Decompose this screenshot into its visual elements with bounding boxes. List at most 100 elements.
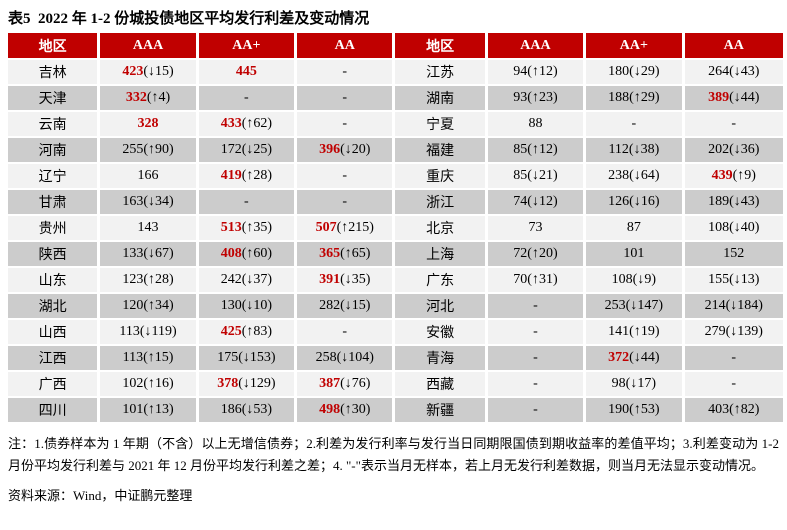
table-row: 贵州 143 513(↑35) 507(↑215) 北京 73 87 108(↓40) [8, 216, 783, 242]
value-change: (↓44) [629, 350, 660, 365]
value-change: (↓25) [241, 142, 273, 157]
value-main: 130 [220, 298, 242, 313]
value-change: (↓53) [241, 402, 273, 417]
value-main: 253 [604, 298, 626, 313]
value-cell: 214(↓184) [684, 294, 783, 320]
value-change: (↓76) [340, 376, 371, 391]
value-cell: 120(↑34) [100, 294, 199, 320]
table-row: 山东 123(↑28) 242(↓37) 391(↓35) 广东 70(↑31) 108(↓… [8, 268, 783, 294]
value-change: (↓147) [625, 298, 663, 313]
value-main: 378 [217, 376, 239, 391]
value-change: (↓153) [238, 350, 276, 365]
region-cell: 吉林 [8, 60, 101, 86]
region-cell: 湖北 [8, 294, 101, 320]
value-change: (↑90) [143, 142, 174, 157]
value-change: (↓44) [729, 90, 760, 105]
value-cell: 126(↓16) [586, 190, 685, 216]
value-cell: 73 [487, 216, 587, 242]
value-change: (↑28) [241, 168, 273, 183]
value-cell: 94(↑12) [487, 60, 587, 86]
value-main: 143 [137, 220, 159, 235]
value-change: (↓10) [241, 298, 273, 313]
value-cell: 141(↑19) [586, 320, 685, 346]
value-main: 175 [217, 350, 239, 365]
value-change: (↑29) [629, 90, 660, 105]
value-main: 141 [608, 324, 630, 339]
value-change: (↓129) [238, 376, 276, 391]
value-cell: 72(↑20) [487, 242, 587, 268]
region-cell: 安徽 [395, 320, 488, 346]
value-cell: 108(↓9) [586, 268, 685, 294]
value-main: 202 [708, 142, 730, 157]
value-cell: 93(↑23) [487, 86, 587, 112]
value-main: - [533, 350, 538, 365]
value-main: - [731, 376, 737, 391]
value-main: - [731, 350, 737, 365]
rating-header: AAA [100, 33, 199, 60]
value-cell: 202(↓36) [684, 138, 783, 164]
value-main: 166 [137, 168, 159, 183]
value-main: - [342, 90, 348, 105]
value-cell: 372(↓44) [586, 346, 685, 372]
region-cell: 山东 [8, 268, 101, 294]
value-main: 85 [513, 142, 528, 157]
value-cell: 74(↓12) [487, 190, 587, 216]
value-change: (↑30) [340, 402, 371, 417]
value-cell: 113(↑15) [100, 346, 199, 372]
value-cell: - [297, 320, 396, 346]
value-main: 264 [708, 64, 730, 79]
value-cell: - [487, 320, 587, 346]
value-change: (↓13) [729, 272, 760, 287]
value-cell: 70(↑31) [487, 268, 587, 294]
value-main: 186 [220, 402, 242, 417]
value-main: 133 [122, 246, 144, 261]
value-main: 108 [611, 272, 633, 287]
value-main: 396 [319, 142, 341, 157]
value-main: 439 [711, 168, 733, 183]
value-main: 102 [122, 376, 144, 391]
value-main: 445 [235, 64, 257, 79]
value-change: (↑16) [143, 376, 174, 391]
value-cell: - [297, 60, 396, 86]
value-main: 72 [513, 246, 528, 261]
value-cell: 253(↓147) [586, 294, 685, 320]
table-row: 河南 255(↑90) 172(↓25) 396(↓20) 福建 85(↑12) 112(↓… [8, 138, 783, 164]
value-cell: 88 [487, 112, 587, 138]
region-cell: 四川 [8, 398, 101, 424]
value-cell: - [684, 372, 783, 398]
value-change: (↓15) [143, 64, 174, 79]
value-cell: 328 [100, 112, 199, 138]
region-cell: 青海 [395, 346, 488, 372]
value-main: 372 [608, 350, 630, 365]
value-cell: 155(↓13) [684, 268, 783, 294]
value-change: (↓104) [336, 350, 374, 365]
value-cell: - [297, 112, 396, 138]
value-cell: 242(↓37) [198, 268, 298, 294]
value-cell: 264(↓43) [684, 60, 783, 86]
value-cell: - [487, 372, 587, 398]
value-main: - [533, 376, 538, 391]
value-change: (↑20) [527, 246, 558, 261]
value-main: 408 [220, 246, 242, 261]
value-change: (↑83) [241, 324, 273, 339]
value-change: (↑9) [732, 168, 756, 183]
value-change: (↑34) [143, 298, 174, 313]
value-change: (↓36) [729, 142, 760, 157]
value-main: 126 [608, 194, 630, 209]
page-title: 表5 2022 年 1-2 份城投债地区平均发行利差及变动情况 [8, 11, 370, 27]
table-row: 四川 101(↑13) 186(↓53) 498(↑30) 新疆 -190(↑53) 403… [8, 398, 783, 424]
region-header: 地区 [395, 33, 488, 60]
value-cell: 507(↑215) [297, 216, 396, 242]
value-main: - [342, 116, 348, 131]
value-main: 189 [708, 194, 730, 209]
value-change: (↓43) [729, 64, 760, 79]
value-main: 172 [220, 142, 242, 157]
region-cell: 天津 [8, 86, 101, 112]
value-main: 188 [608, 90, 630, 105]
value-cell: 113(↓119) [100, 320, 199, 346]
value-cell: 123(↑28) [100, 268, 199, 294]
value-change: (↑12) [527, 64, 558, 79]
table-row: 辽宁 166 419(↑28) - 重庆 85(↓21) 238(↓64) 439(↑9) [8, 164, 783, 190]
value-cell: 387(↓76) [297, 372, 396, 398]
value-cell: 389(↓44) [684, 86, 783, 112]
